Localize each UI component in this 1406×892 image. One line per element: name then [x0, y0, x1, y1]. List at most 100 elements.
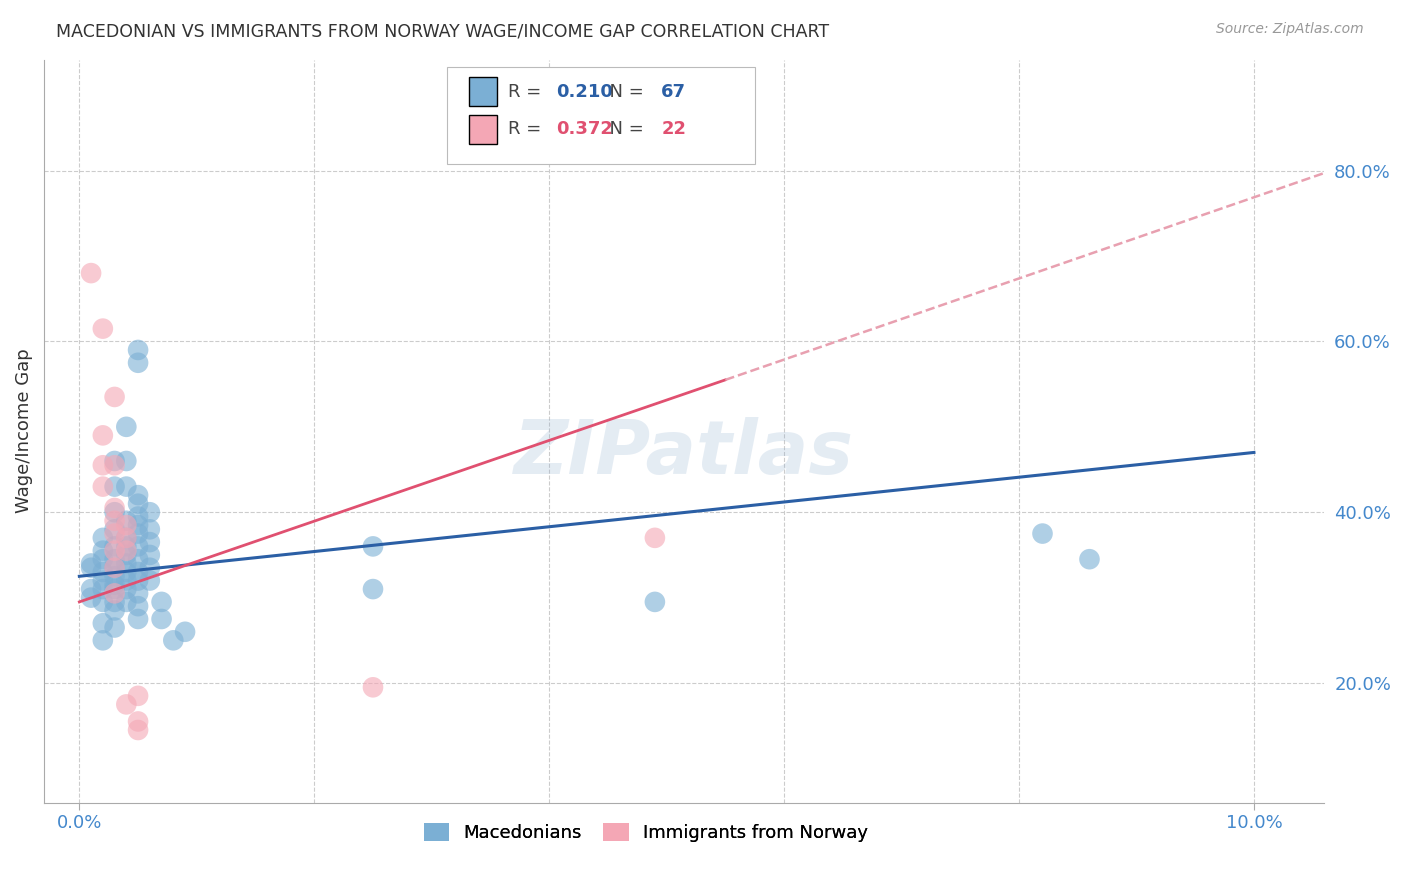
Point [115, 518, 138, 533]
Point [1031, 526, 1053, 541]
Point [80, 582, 103, 596]
FancyBboxPatch shape [470, 78, 498, 105]
Point [115, 514, 138, 528]
Point [139, 535, 162, 549]
Text: Source: ZipAtlas.com: Source: ZipAtlas.com [1216, 22, 1364, 37]
Legend: Macedonians, Immigrants from Norway: Macedonians, Immigrants from Norway [416, 815, 876, 849]
Point [127, 343, 149, 357]
Point [115, 420, 138, 434]
Point [127, 509, 149, 524]
Text: R =: R = [508, 83, 547, 101]
Point [644, 595, 666, 609]
Point [150, 612, 173, 626]
Point [127, 518, 149, 533]
FancyBboxPatch shape [470, 115, 498, 144]
Point [103, 560, 125, 574]
Point [80, 266, 103, 280]
Text: 22: 22 [661, 120, 686, 138]
Point [91, 458, 114, 473]
Point [103, 560, 125, 574]
Point [115, 557, 138, 571]
Point [139, 522, 162, 536]
Point [361, 540, 384, 554]
Point [103, 569, 125, 583]
Point [127, 565, 149, 579]
Point [91, 595, 114, 609]
Point [103, 540, 125, 554]
Point [127, 497, 149, 511]
Point [80, 560, 103, 574]
Point [139, 548, 162, 562]
Point [115, 531, 138, 545]
Point [103, 505, 125, 519]
Point [127, 356, 149, 370]
Text: 0.210: 0.210 [557, 83, 613, 101]
Point [103, 458, 125, 473]
Point [103, 595, 125, 609]
Point [115, 574, 138, 588]
Point [103, 603, 125, 617]
Text: ZIPatlas: ZIPatlas [515, 417, 855, 490]
Point [103, 480, 125, 494]
Point [115, 582, 138, 596]
Point [139, 560, 162, 574]
Text: MACEDONIAN VS IMMIGRANTS FROM NORWAY WAGE/INCOME GAP CORRELATION CHART: MACEDONIAN VS IMMIGRANTS FROM NORWAY WAG… [56, 22, 830, 40]
Point [127, 599, 149, 614]
Point [91, 565, 114, 579]
Point [115, 565, 138, 579]
Point [91, 552, 114, 566]
Point [127, 552, 149, 566]
Point [139, 505, 162, 519]
Point [103, 526, 125, 541]
Point [174, 624, 197, 639]
Point [1078, 552, 1101, 566]
Point [115, 540, 138, 554]
Point [127, 540, 149, 554]
Point [103, 454, 125, 468]
Point [127, 723, 149, 737]
Point [91, 616, 114, 631]
Point [127, 526, 149, 541]
Point [91, 543, 114, 558]
Point [103, 500, 125, 515]
Point [115, 595, 138, 609]
FancyBboxPatch shape [447, 67, 755, 163]
Point [91, 531, 114, 545]
Point [115, 543, 138, 558]
Point [103, 543, 125, 558]
Point [91, 574, 114, 588]
Point [91, 321, 114, 335]
Point [127, 689, 149, 703]
Point [115, 454, 138, 468]
Point [127, 488, 149, 502]
Point [361, 582, 384, 596]
Point [91, 633, 114, 648]
Text: N =: N = [599, 83, 650, 101]
Point [361, 681, 384, 695]
Point [115, 548, 138, 562]
Point [139, 574, 162, 588]
Point [91, 428, 114, 442]
Point [162, 633, 184, 648]
Point [127, 714, 149, 729]
Point [115, 531, 138, 545]
Point [150, 595, 173, 609]
Point [103, 552, 125, 566]
Point [103, 578, 125, 592]
Point [103, 390, 125, 404]
Point [127, 574, 149, 588]
Point [103, 586, 125, 600]
Point [103, 522, 125, 536]
Text: R =: R = [508, 120, 547, 138]
Point [127, 612, 149, 626]
Point [127, 586, 149, 600]
Point [91, 582, 114, 596]
Y-axis label: Wage/Income Gap: Wage/Income Gap [15, 349, 32, 514]
Text: 67: 67 [661, 83, 686, 101]
Point [91, 480, 114, 494]
Text: 0.372: 0.372 [557, 120, 613, 138]
Point [115, 698, 138, 712]
Point [103, 582, 125, 596]
Point [80, 591, 103, 605]
Point [80, 557, 103, 571]
